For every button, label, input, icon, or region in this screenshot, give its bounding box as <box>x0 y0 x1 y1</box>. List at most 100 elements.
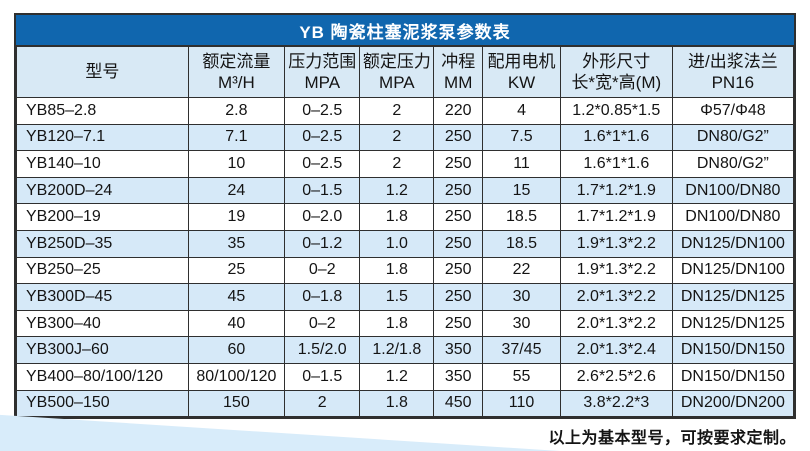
column-header-line1: 冲程 <box>441 51 476 71</box>
table-row: YB250–25 25 0–2 1.8 250 22 1.9*1.3*2.2 DN125/DN… <box>16 256 795 285</box>
column-header: 额定压力 MPA <box>359 46 435 98</box>
table-cell: 80/100/120 <box>187 362 286 391</box>
table-cell: 3.8*2.2*3 <box>559 389 673 418</box>
table-cell: 250 <box>433 309 484 338</box>
table-cell: 450 <box>433 389 484 418</box>
table-cell: 37/45 <box>482 336 561 364</box>
column-header-line2: 长*宽*高(M) <box>571 73 662 92</box>
column-header: 额定流量 M³/H <box>187 46 286 98</box>
table-cell: 11 <box>482 150 561 178</box>
table-cell: 40 <box>187 309 286 338</box>
column-header-line2: MPA <box>379 73 415 92</box>
table-row: YB300–40 40 0–2 1.8 250 30 2.0*1.3*2.2 DN125/DN… <box>16 309 795 338</box>
table-cell: DN125/DN125 <box>671 283 795 311</box>
table-cell: 2.0*1.3*2.4 <box>559 336 673 364</box>
table-cell: 1.9*1.3*2.2 <box>559 229 673 258</box>
table-cell: 18.5 <box>482 203 561 231</box>
table-row: YB300D–45 45 0–1.8 1.5 250 30 2.0*1.3*2.2 DN125… <box>16 283 795 311</box>
table-cell: 1.0 <box>359 229 435 258</box>
table-cell: 250 <box>433 123 484 152</box>
table-cell: 24 <box>187 176 286 205</box>
model-cell: YB140–10 <box>16 150 189 178</box>
column-header: 配用电机 KW <box>482 46 561 98</box>
table-row: YB500–150 150 2 1.8 450 110 3.8*2.2*3 DN200/DN2… <box>16 389 795 418</box>
table-cell: 0–1.8 <box>284 283 361 311</box>
column-header-line2: M³/H <box>217 73 255 92</box>
table-cell: 10 <box>187 150 286 178</box>
table-cell: 60 <box>187 336 286 364</box>
table-cell: 2.0*1.3*2.2 <box>559 283 673 311</box>
table-row: YB400–80/100/120 80/100/120 0–1.5 1.2 350 55 2… <box>16 362 795 391</box>
column-header: 压力范围 MPA <box>284 46 361 98</box>
table-cell: 55 <box>482 362 561 391</box>
column-header-line1: 额定流量 <box>202 51 271 71</box>
table-cell: DN100/DN80 <box>671 203 795 231</box>
table-cell: DN125/DN125 <box>671 309 795 338</box>
table-cell: 150 <box>187 389 286 418</box>
table-row: YB300J–60 60 1.5/2.0 1.2/1.8 350 37/45 2.0*1.3… <box>16 336 795 364</box>
table-header-row: 型号 额定流量 M³/H 压力范围 MPA 额定压力 MPA 冲程 MM 配用电机 KW 外形尺寸 长*… <box>16 46 795 98</box>
table-cell: 15 <box>482 176 561 205</box>
table-cell: 350 <box>433 362 484 391</box>
table-cell: 35 <box>187 229 286 258</box>
table-cell: DN125/DN100 <box>671 229 795 258</box>
table-cell: 0–2 <box>284 309 361 338</box>
spec-table: 型号 额定流量 M³/H 压力范围 MPA 额定压力 MPA 冲程 MM 配用电机 KW 外形尺寸 长*… <box>16 46 795 418</box>
pump-spec-table: YB 陶瓷柱塞泥浆泵参数表 型号 额定流量 M³/H 压力范围 MPA 额定压力 MPA 冲程… <box>14 13 796 420</box>
column-header-line2: PN16 <box>711 73 755 92</box>
table-cell: 350 <box>433 336 484 364</box>
table-cell: 1.8 <box>359 389 435 418</box>
column-header-line1: 进/出浆法兰 <box>688 51 778 71</box>
table-row: YB200–19 19 0–2.0 1.8 250 18.5 1.7*1.2*1.9 DN10… <box>16 203 795 231</box>
table-cell: 18.5 <box>482 229 561 258</box>
table-cell: 7.1 <box>187 123 286 152</box>
table-cell: 1.7*1.2*1.9 <box>559 203 673 231</box>
table-cell: 19 <box>187 203 286 231</box>
table-cell: 0–1.5 <box>284 362 361 391</box>
model-cell: YB200D–24 <box>16 176 189 205</box>
table-cell: 1.7*1.2*1.9 <box>559 176 673 205</box>
model-cell: YB250D–35 <box>16 229 189 258</box>
table-cell: 0–2.5 <box>284 123 361 152</box>
table-cell: 220 <box>433 97 484 125</box>
table-row: YB85–2.8 2.8 0–2.5 2 220 4 1.2*0.85*1.5 Φ57/Φ48 <box>16 97 795 125</box>
table-cell: 0–2.5 <box>284 150 361 178</box>
table-cell: Φ57/Φ48 <box>671 97 795 125</box>
column-header-line2: MM <box>444 73 473 92</box>
column-header-line2: KW <box>507 73 536 92</box>
table-cell: 1.2/1.8 <box>359 336 435 364</box>
table-cell: 2.0*1.3*2.2 <box>559 309 673 338</box>
model-cell: YB300J–60 <box>16 336 189 364</box>
table-cell: 110 <box>482 389 561 418</box>
column-header-line1: 配用电机 <box>487 51 556 71</box>
table-cell: DN80/G2” <box>671 150 795 178</box>
table-title: YB 陶瓷柱塞泥浆泵参数表 <box>16 15 794 46</box>
table-cell: DN125/DN100 <box>671 256 795 285</box>
column-header: 冲程 MM <box>433 46 484 98</box>
model-cell: YB300D–45 <box>16 283 189 311</box>
table-cell: 250 <box>433 283 484 311</box>
model-cell: YB85–2.8 <box>16 97 189 125</box>
table-cell: 1.8 <box>359 203 435 231</box>
column-header-line1: 型号 <box>85 62 120 82</box>
table-cell: 30 <box>482 309 561 338</box>
column-header: 进/出浆法兰 PN16 <box>671 46 795 98</box>
column-header-line2: MPA <box>304 73 341 92</box>
column-header: 型号 <box>16 46 189 98</box>
table-cell: 0–2.0 <box>284 203 361 231</box>
table-row: YB250D–35 35 0–1.2 1.0 250 18.5 1.9*1.3*2.2 DN1… <box>16 229 795 258</box>
table-cell: DN150/DN150 <box>671 336 795 364</box>
table-cell: 45 <box>187 283 286 311</box>
table-cell: 2 <box>359 123 435 152</box>
model-cell: YB500–150 <box>16 389 189 418</box>
model-cell: YB400–80/100/120 <box>16 362 189 391</box>
table-cell: 30 <box>482 283 561 311</box>
table-cell: 7.5 <box>482 123 561 152</box>
table-cell: 250 <box>433 203 484 231</box>
table-cell: DN80/G2” <box>671 123 795 152</box>
table-cell: 0–2 <box>284 256 361 285</box>
table-cell: DN100/DN80 <box>671 176 795 205</box>
table-cell: 1.2 <box>359 176 435 205</box>
table-row: YB120–7.1 7.1 0–2.5 2 250 7.5 1.6*1*1.6 DN80/G2… <box>16 123 795 152</box>
